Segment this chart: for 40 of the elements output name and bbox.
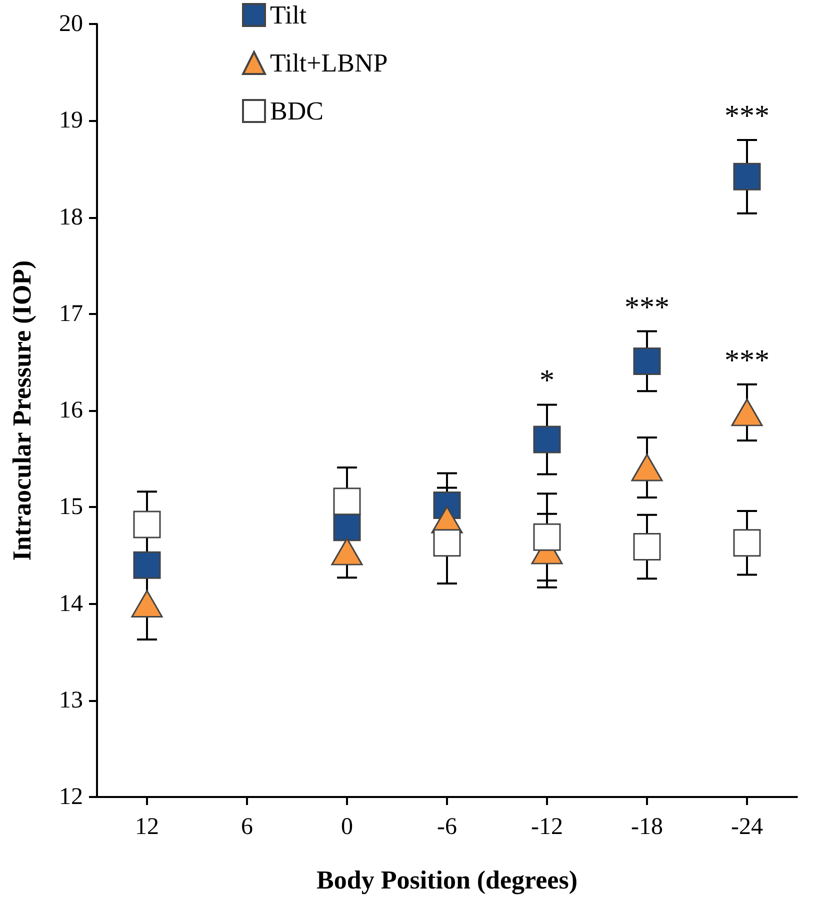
legend-label: Tilt	[270, 0, 308, 30]
y-tick-label: 13	[59, 687, 83, 714]
point	[533, 523, 561, 551]
y-tick-label: 19	[59, 108, 83, 134]
y-tick-label: 15	[59, 494, 83, 520]
point	[133, 510, 161, 538]
annotation: *	[540, 364, 554, 398]
point	[533, 426, 561, 454]
point	[133, 551, 161, 579]
point	[733, 162, 761, 190]
y-tick-label: 20	[59, 11, 83, 37]
x-tick-label: -18	[631, 814, 663, 840]
x-tick-label: 0	[341, 814, 353, 840]
y-tick-label: 16	[59, 398, 83, 424]
x-tick-label: -6	[437, 814, 457, 840]
point	[331, 538, 363, 566]
point	[633, 347, 661, 375]
point	[333, 514, 361, 542]
y-tick-label: 17	[59, 300, 83, 327]
annotation: ***	[724, 344, 770, 377]
x-tick-label: -24	[731, 814, 763, 840]
legend-label: BDC	[270, 96, 324, 126]
y-tick-label: 14	[59, 590, 83, 617]
legend-label: Tilt+LBNP	[270, 48, 388, 78]
point	[333, 488, 361, 516]
point	[633, 532, 661, 560]
y-tick-label: 12	[59, 784, 83, 810]
point	[433, 529, 461, 557]
y-axis-title: Intraocular Pressure (IOP)	[8, 260, 36, 561]
y-tick-label: 18	[59, 204, 83, 230]
point	[733, 529, 761, 557]
point	[131, 590, 163, 618]
x-axis-title: Body Position (degrees)	[316, 866, 578, 894]
x-tick-label: 6	[241, 814, 253, 840]
point	[631, 454, 663, 482]
point	[731, 398, 763, 426]
annotation: ***	[724, 99, 770, 132]
x-tick-label: -12	[531, 814, 563, 840]
annotation: ***	[624, 290, 670, 324]
x-tick-label: 12	[135, 814, 159, 840]
